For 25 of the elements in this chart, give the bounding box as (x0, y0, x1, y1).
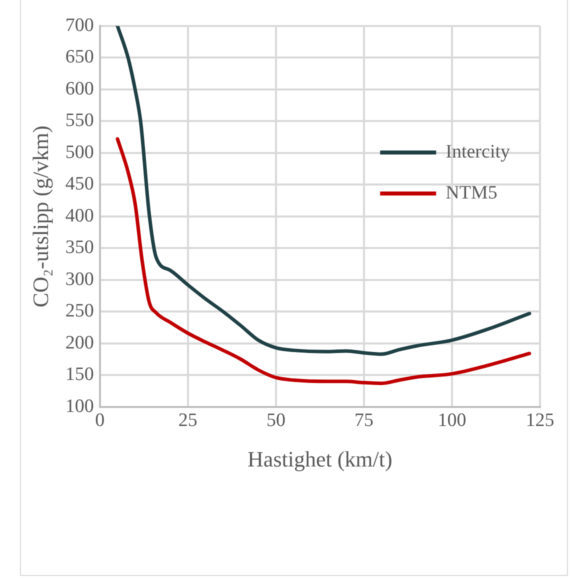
line-series (116, 137, 532, 386)
x-tick-label: 0 (95, 410, 105, 432)
y-axis-title: CO₂-utslipp (g/vkm) (28, 125, 53, 308)
legend-label: Intercity (446, 141, 510, 162)
x-tick-label: 75 (354, 410, 374, 432)
line-series (116, 26, 532, 356)
y-tick-label: 500 (65, 142, 94, 163)
x-tick-label: 125 (526, 410, 554, 432)
y-tick-label: 400 (65, 205, 94, 226)
x-tick-label: 100 (438, 410, 466, 432)
y-tick-label: 150 (65, 364, 94, 386)
y-tick-label: 550 (65, 110, 94, 132)
y-tick-label: 650 (65, 46, 94, 68)
y-tick-label: 600 (65, 78, 94, 100)
y-tick-label: 300 (65, 268, 94, 290)
y-tick-label: 350 (65, 237, 94, 258)
y-tick-label: 250 (65, 300, 94, 322)
y-tick-label: 450 (65, 174, 94, 195)
y-tick-label: 100 (65, 396, 94, 417)
x-tick-label: 50 (266, 410, 286, 432)
x-tick-label: 25 (178, 410, 198, 432)
y-tick-label: 700 (65, 14, 94, 36)
x-axis-title: Hastighet (km/t) (248, 446, 392, 472)
legend-label: NTM5 (446, 182, 498, 204)
y-tick-label: 200 (65, 332, 94, 354)
